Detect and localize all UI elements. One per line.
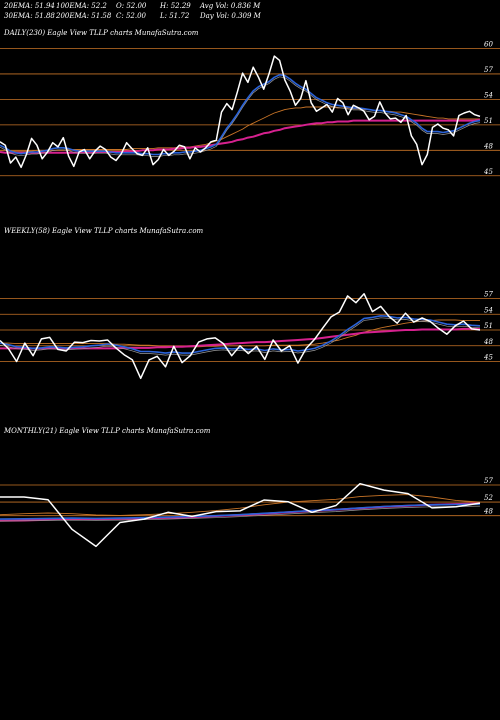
y-tick-label: 57 — [484, 291, 493, 299]
price-line — [0, 293, 481, 380]
daily-panel-label: DAILY(230) Eagle View TLLP charts Munafa… — [4, 29, 199, 37]
y-tick-label: 57 — [484, 66, 493, 74]
ema-fast-line — [0, 74, 481, 156]
y-tick-label: 54 — [484, 306, 493, 314]
y-tick-label: 51 — [484, 322, 493, 330]
header-stat: C: 52.00 — [116, 12, 146, 20]
monthly-panel-label: MONTHLY(21) Eagle View TLLP charts Munaf… — [4, 427, 211, 435]
y-tick-label: 48 — [483, 508, 493, 516]
y-tick-label: 52 — [484, 494, 493, 502]
header-stat: 100EMA: 52.2 — [56, 2, 107, 10]
y-tick-label: 60 — [484, 40, 493, 48]
header-stat: O: 52.00 — [116, 2, 147, 10]
header-stat: 200EMA: 51.58 — [56, 12, 112, 20]
header-stat: 20EMA: 51.94 — [4, 2, 55, 10]
y-tick-label: 48 — [483, 142, 493, 150]
panel-0: 60 57 54 51 48 45 — [0, 40, 500, 177]
panel-1: 57 54 51 48 45 — [0, 291, 500, 380]
ema-gray-line — [0, 505, 481, 522]
ema-gray-line — [0, 76, 481, 157]
y-tick-label: 57 — [484, 477, 493, 485]
ema-fast-line — [0, 503, 481, 520]
ema-orange-line — [0, 494, 481, 516]
price-line — [0, 55, 481, 169]
y-tick-label: 48 — [483, 338, 493, 346]
ema-fast-line — [0, 314, 481, 354]
header-stat: L: 51.72 — [160, 12, 190, 20]
y-tick-label: 54 — [484, 91, 493, 99]
ema-gray-line — [0, 317, 481, 356]
y-tick-label: 45 — [483, 168, 493, 176]
ema-slow-line — [0, 327, 480, 350]
panel-2: 57 52 48 — [0, 477, 500, 548]
header-stat: H: 52.29 — [160, 2, 191, 10]
price-line — [0, 482, 481, 548]
y-tick-label: 45 — [483, 354, 493, 362]
header-stat: Day Vol: 0.309 M — [200, 12, 261, 20]
header-stat: 30EMA: 51.88 — [4, 12, 55, 20]
header-stat: Avg Vol: 0.836 M — [200, 2, 261, 10]
weekly-panel-label: WEEKLY(58) Eagle View TLLP charts Munafa… — [4, 227, 204, 235]
ema-orange-line — [0, 106, 480, 152]
y-tick-label: 51 — [484, 117, 493, 125]
ema-slow-line — [0, 118, 481, 154]
